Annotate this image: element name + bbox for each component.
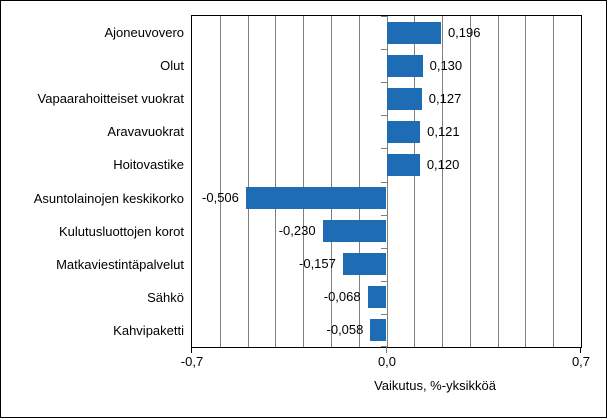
category-axis: Ajoneuvovero Olut Vapaarahoitteiset vuokra… — [1, 16, 184, 347]
gridline — [248, 16, 249, 347]
gridline — [303, 16, 304, 347]
category-label: Ajoneuvovero — [104, 25, 185, 40]
value-label: -0,157 — [299, 256, 336, 272]
category-label: Kulutusluottojen korot — [58, 223, 184, 239]
category-label: Matkaviestintäpalvelut — [56, 256, 184, 272]
category-label: Aravavuokrat — [107, 124, 184, 140]
gridline — [470, 16, 471, 347]
category-tick — [381, 49, 387, 50]
category-tick — [381, 115, 387, 116]
bar — [386, 87, 422, 110]
category-tick — [381, 16, 387, 17]
category-tick — [381, 346, 387, 347]
category-label: Vapaarahoitteiset vuokrat — [37, 91, 184, 107]
value-label: 0,130 — [429, 57, 463, 73]
category-tick — [381, 248, 387, 249]
bar — [386, 120, 421, 143]
bar — [245, 187, 387, 210]
gridline — [442, 16, 443, 347]
x-axis-tick — [580, 347, 581, 353]
zero-line — [387, 16, 388, 347]
value-label: -0,230 — [278, 223, 316, 239]
gridline — [553, 16, 554, 347]
value-label: 0,120 — [426, 156, 460, 172]
bar — [370, 319, 387, 342]
category-tick — [381, 82, 387, 83]
gridline — [498, 16, 499, 347]
category-tick — [381, 182, 387, 183]
x-axis-tick — [386, 347, 387, 353]
x-axis: -0,7 0,0 0,7 — [1, 354, 606, 370]
gridline — [359, 16, 360, 347]
x-tick-label: 0,0 — [377, 354, 397, 369]
x-axis-title: Vaikutus, %-yksikköä — [374, 378, 496, 393]
x-tick-label: 0,7 — [571, 354, 591, 369]
gridline — [220, 16, 221, 347]
x-tick-label: -0,7 — [180, 354, 204, 369]
category-label: Asuntolainojen keskikorko — [33, 190, 184, 206]
value-label: 0,127 — [428, 90, 462, 106]
x-axis-tick — [191, 347, 192, 353]
category-label: Kahvipaketti — [113, 322, 184, 338]
category-tick — [381, 148, 387, 149]
category-label: Sähkö — [147, 289, 184, 305]
gridline — [414, 16, 415, 347]
value-label: 0,196 — [447, 24, 481, 40]
plot-area: 0,196 0,130 0,127 0,121 0,120 -0,506 -0,230 -0,… — [191, 15, 582, 348]
bar — [342, 253, 387, 276]
category-tick — [381, 215, 387, 216]
gridline — [525, 16, 526, 347]
value-label: -0,506 — [202, 190, 239, 206]
category-label: Hoitovastike — [113, 157, 184, 173]
bar — [386, 21, 441, 44]
bar — [386, 153, 420, 176]
gridline — [331, 16, 332, 347]
category-tick — [381, 314, 387, 315]
value-label: 0,121 — [427, 123, 460, 139]
value-label: -0,068 — [323, 289, 361, 305]
bar — [367, 286, 387, 309]
category-tick — [381, 281, 387, 282]
gridline — [275, 16, 276, 347]
value-label: -0,058 — [326, 322, 364, 338]
bar — [386, 54, 423, 77]
category-label: Olut — [160, 58, 184, 74]
bar — [322, 220, 387, 243]
